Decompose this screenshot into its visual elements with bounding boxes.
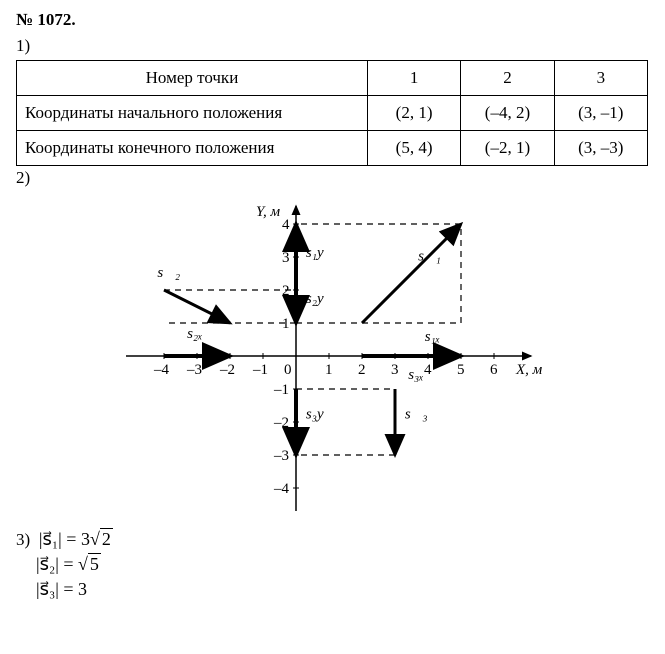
row2-c3: (3, –3) — [554, 131, 647, 166]
coordinates-table: Номер точки 1 2 3 Координаты начального … — [16, 60, 648, 166]
row2-label: Координаты конечного положения — [17, 131, 368, 166]
svg-text:s₂y: s₂y — [306, 291, 324, 307]
result-1: |s⃗₁| = 32 — [34, 529, 112, 549]
table-row: Координаты конечного положения (5, 4) (–… — [17, 131, 648, 166]
row1-c3: (3, –1) — [554, 96, 647, 131]
part-2-label: 2) — [16, 168, 665, 188]
svg-text:X, м: X, м — [515, 362, 543, 378]
result-3: |s⃗₃| = 3 — [36, 579, 665, 600]
result-2: |s⃗₂| = 5 — [36, 554, 665, 575]
svg-text:–4: –4 — [273, 481, 290, 497]
row1-label: Координаты начального положения — [17, 96, 368, 131]
svg-text:–1: –1 — [252, 362, 268, 378]
vector-chart: –4 –3 –2 –1 1 2 3 4 5 6 0 –4 –3 –2 –1 1 2 3 4 X, м Y, м s⃗₁ s⃗… — [126, 196, 665, 521]
svg-text:s₃y: s₃y — [306, 407, 324, 423]
svg-text:–2: –2 — [219, 362, 235, 378]
part-3-label: 3) — [16, 530, 30, 549]
table-row: Номер точки 1 2 3 — [17, 61, 648, 96]
row2-c1: (5, 4) — [367, 131, 460, 166]
problem-number: № 1072. — [16, 10, 665, 30]
svg-text:0: 0 — [284, 362, 292, 378]
col-header-3: 3 — [554, 61, 647, 96]
svg-text:–3: –3 — [186, 362, 202, 378]
svg-text:–3: –3 — [273, 448, 289, 464]
svg-text:4: 4 — [424, 362, 432, 378]
svg-text:3: 3 — [391, 362, 399, 378]
svg-text:–4: –4 — [153, 362, 170, 378]
part-1-label: 1) — [16, 36, 665, 56]
svg-text:2: 2 — [282, 283, 290, 299]
col-header-1: 1 — [367, 61, 460, 96]
table-row: Координаты начального положения (2, 1) (… — [17, 96, 648, 131]
svg-text:s⃗₁: s⃗₁ — [418, 248, 441, 264]
row1-c2: (–4, 2) — [461, 96, 554, 131]
svg-text:–2: –2 — [273, 415, 289, 431]
row2-c2: (–2, 1) — [461, 131, 554, 166]
svg-text:s₁ₓ: s₁ₓ — [425, 329, 440, 345]
col-header-2: 2 — [461, 61, 554, 96]
svg-text:–1: –1 — [273, 382, 289, 398]
svg-text:1: 1 — [325, 362, 333, 378]
svg-text:s⃗₃: s⃗₃ — [405, 407, 428, 423]
svg-text:Y, м: Y, м — [256, 204, 280, 220]
svg-text:1: 1 — [282, 316, 290, 332]
svg-text:6: 6 — [490, 362, 498, 378]
svg-text:2: 2 — [358, 362, 366, 378]
svg-text:s⃗₂: s⃗₂ — [157, 265, 180, 281]
col-header-point: Номер точки — [17, 61, 368, 96]
row1-c1: (2, 1) — [367, 96, 460, 131]
svg-text:5: 5 — [457, 362, 465, 378]
svg-text:s₂ₓ: s₂ₓ — [187, 326, 202, 342]
svg-text:s₃ₓ: s₃ₓ — [408, 367, 423, 383]
svg-text:3: 3 — [282, 250, 290, 266]
svg-text:s₁y: s₁y — [306, 245, 324, 261]
svg-text:4: 4 — [282, 217, 290, 233]
